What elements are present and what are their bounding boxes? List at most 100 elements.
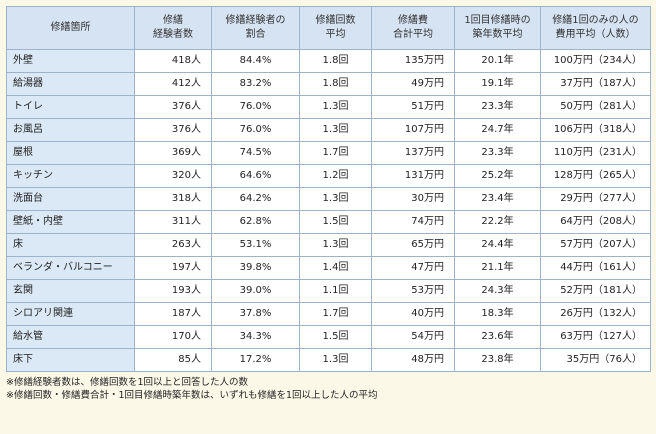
repair-count-cell: 1.7回 bbox=[299, 141, 372, 165]
repair-count-cell: 1.5回 bbox=[299, 210, 372, 234]
total-cost-cell: 30万円 bbox=[371, 187, 455, 211]
ratio-cell: 76.0% bbox=[211, 118, 300, 142]
experienced-count-cell: 85人 bbox=[134, 348, 212, 372]
repair-count-cell: 1.4回 bbox=[299, 256, 372, 280]
repair-count-cell: 1.8回 bbox=[299, 49, 372, 73]
repair-count-cell: 1.3回 bbox=[299, 187, 372, 211]
repair-count-cell: 1.1回 bbox=[299, 279, 372, 303]
repair-count-cell: 1.8回 bbox=[299, 72, 372, 96]
experienced-count-cell: 320人 bbox=[134, 164, 212, 188]
footnote: ※修繕回数・修繕費合計・1回目修繕時築年数は、いずれも修繕を1回以上した人の平均 bbox=[6, 390, 378, 401]
total-cost-cell: 53万円 bbox=[371, 279, 455, 303]
column-header-line: 修繕費 bbox=[398, 15, 428, 26]
total-cost-cell: 74万円 bbox=[371, 210, 455, 234]
age-cell: 22.2年 bbox=[454, 210, 541, 234]
single-repair-cost-cell: 44万円（161人） bbox=[540, 256, 651, 280]
experienced-count-cell: 263人 bbox=[134, 233, 212, 257]
single-repair-cost-cell: 106万円（318人） bbox=[540, 118, 651, 142]
column-header-line: 費用平均（人数） bbox=[555, 29, 636, 40]
location-cell: 給水管 bbox=[6, 325, 135, 349]
table-row: 壁紙・内壁 311人 62.8% 1.5回 74万円 22.2年 64万円（208人） bbox=[6, 210, 651, 234]
column-header-line: 修繕経験者の bbox=[225, 15, 286, 26]
location-cell: 玄関 bbox=[6, 279, 135, 303]
single-repair-cost-cell: 50万円（281人） bbox=[540, 95, 651, 119]
ratio-cell: 34.3% bbox=[211, 325, 300, 349]
column-header-line: 修繕回数 bbox=[315, 15, 356, 26]
age-cell: 19.1年 bbox=[454, 72, 541, 96]
location-cell: 給湯器 bbox=[6, 72, 135, 96]
location-cell: キッチン bbox=[6, 164, 135, 188]
experienced-count-cell: 170人 bbox=[134, 325, 212, 349]
single-repair-cost-cell: 52万円（181人） bbox=[540, 279, 651, 303]
ratio-cell: 84.4% bbox=[211, 49, 300, 73]
column-header-line: 修繕箇所 bbox=[50, 22, 91, 33]
location-cell: 床 bbox=[6, 233, 135, 257]
total-cost-cell: 47万円 bbox=[371, 256, 455, 280]
footnotes: ※修繕経験者数は、修繕回数を1回以上と回答した人の数 ※修繕回数・修繕費合計・1… bbox=[6, 376, 650, 402]
age-cell: 24.3年 bbox=[454, 279, 541, 303]
table-header-row: 修繕箇所 修繕 経験者数 修繕経験者の 割合 修繕回数 平均 修繕費 合計平均 1回目修繕時の 築年… bbox=[6, 6, 651, 50]
age-cell: 23.3年 bbox=[454, 95, 541, 119]
column-header-line: 合計平均 bbox=[393, 29, 433, 40]
single-repair-cost-cell: 128万円（265人） bbox=[540, 164, 651, 188]
age-cell: 23.8年 bbox=[454, 348, 541, 372]
age-cell: 25.2年 bbox=[454, 164, 541, 188]
ratio-cell: 83.2% bbox=[211, 72, 300, 96]
age-cell: 21.1年 bbox=[454, 256, 541, 280]
experienced-count-cell: 187人 bbox=[134, 302, 212, 326]
ratio-cell: 17.2% bbox=[211, 348, 300, 372]
footnote: ※修繕経験者数は、修繕回数を1回以上と回答した人の数 bbox=[6, 377, 249, 388]
ratio-cell: 39.8% bbox=[211, 256, 300, 280]
total-cost-cell: 65万円 bbox=[371, 233, 455, 257]
experienced-count-cell: 418人 bbox=[134, 49, 212, 73]
column-header-line: 経験者数 bbox=[153, 29, 193, 40]
repair-count-cell: 1.5回 bbox=[299, 325, 372, 349]
table-row: 給水管 170人 34.3% 1.5回 54万円 23.6年 63万円（127人） bbox=[6, 325, 651, 349]
location-cell: 屋根 bbox=[6, 141, 135, 165]
single-repair-cost-cell: 63万円（127人） bbox=[540, 325, 651, 349]
table-row: 床 263人 53.1% 1.3回 65万円 24.4年 57万円（207人） bbox=[6, 233, 651, 257]
location-cell: 床下 bbox=[6, 348, 135, 372]
total-cost-cell: 137万円 bbox=[371, 141, 455, 165]
column-header-line: 割合 bbox=[245, 29, 266, 40]
location-cell: シロアリ関連 bbox=[6, 302, 135, 326]
location-cell: 壁紙・内壁 bbox=[6, 210, 135, 234]
repair-count-cell: 1.3回 bbox=[299, 118, 372, 142]
single-repair-cost-cell: 37万円（187人） bbox=[540, 72, 651, 96]
column-header-line: 築年数平均 bbox=[472, 29, 523, 40]
age-cell: 23.4年 bbox=[454, 187, 541, 211]
age-cell: 18.3年 bbox=[454, 302, 541, 326]
table-row: 床下 85人 17.2% 1.3回 48万円 23.8年 35万円（76人） bbox=[6, 348, 651, 372]
single-repair-cost-cell: 35万円（76人） bbox=[540, 348, 651, 372]
ratio-cell: 76.0% bbox=[211, 95, 300, 119]
repair-count-cell: 1.7回 bbox=[299, 302, 372, 326]
table-row: 洗面台 318人 64.2% 1.3回 30万円 23.4年 29万円（277人） bbox=[6, 187, 651, 211]
location-cell: ベランダ・バルコニー bbox=[6, 256, 135, 280]
ratio-cell: 64.2% bbox=[211, 187, 300, 211]
location-cell: お風呂 bbox=[6, 118, 135, 142]
location-cell: 外壁 bbox=[6, 49, 135, 73]
table-row: シロアリ関連 187人 37.8% 1.7回 40万円 18.3年 26万円（132人） bbox=[6, 302, 651, 326]
repair-count-cell: 1.3回 bbox=[299, 95, 372, 119]
repair-table: 修繕箇所 修繕 経験者数 修繕経験者の 割合 修繕回数 平均 修繕費 合計平均 1回目修繕時の 築年… bbox=[6, 6, 651, 372]
total-cost-cell: 54万円 bbox=[371, 325, 455, 349]
table-body: 外壁 418人 84.4% 1.8回 135万円 20.1年 100万円（234人） 給湯器 4… bbox=[6, 49, 651, 372]
total-cost-cell: 48万円 bbox=[371, 348, 455, 372]
experienced-count-cell: 193人 bbox=[134, 279, 212, 303]
single-repair-cost-cell: 100万円（234人） bbox=[540, 49, 651, 73]
experienced-count-cell: 311人 bbox=[134, 210, 212, 234]
column-header: 修繕経験者の 割合 bbox=[211, 6, 300, 50]
experienced-count-cell: 412人 bbox=[134, 72, 212, 96]
experienced-count-cell: 376人 bbox=[134, 118, 212, 142]
single-repair-cost-cell: 57万円（207人） bbox=[540, 233, 651, 257]
column-header-line: 修繕 bbox=[163, 15, 183, 26]
column-header: 修繕 経験者数 bbox=[134, 6, 212, 50]
repair-statistics: 修繕箇所 修繕 経験者数 修繕経験者の 割合 修繕回数 平均 修繕費 合計平均 1回目修繕時の 築年… bbox=[6, 6, 651, 402]
column-header-line: 修繕1回のみの人の bbox=[552, 15, 639, 26]
table-row: 屋根 369人 74.5% 1.7回 137万円 23.3年 110万円（231人） bbox=[6, 141, 651, 165]
table-row: ベランダ・バルコニー 197人 39.8% 1.4回 47万円 21.1年 44万円（161… bbox=[6, 256, 651, 280]
repair-count-cell: 1.3回 bbox=[299, 233, 372, 257]
total-cost-cell: 131万円 bbox=[371, 164, 455, 188]
single-repair-cost-cell: 64万円（208人） bbox=[540, 210, 651, 234]
age-cell: 23.6年 bbox=[454, 325, 541, 349]
